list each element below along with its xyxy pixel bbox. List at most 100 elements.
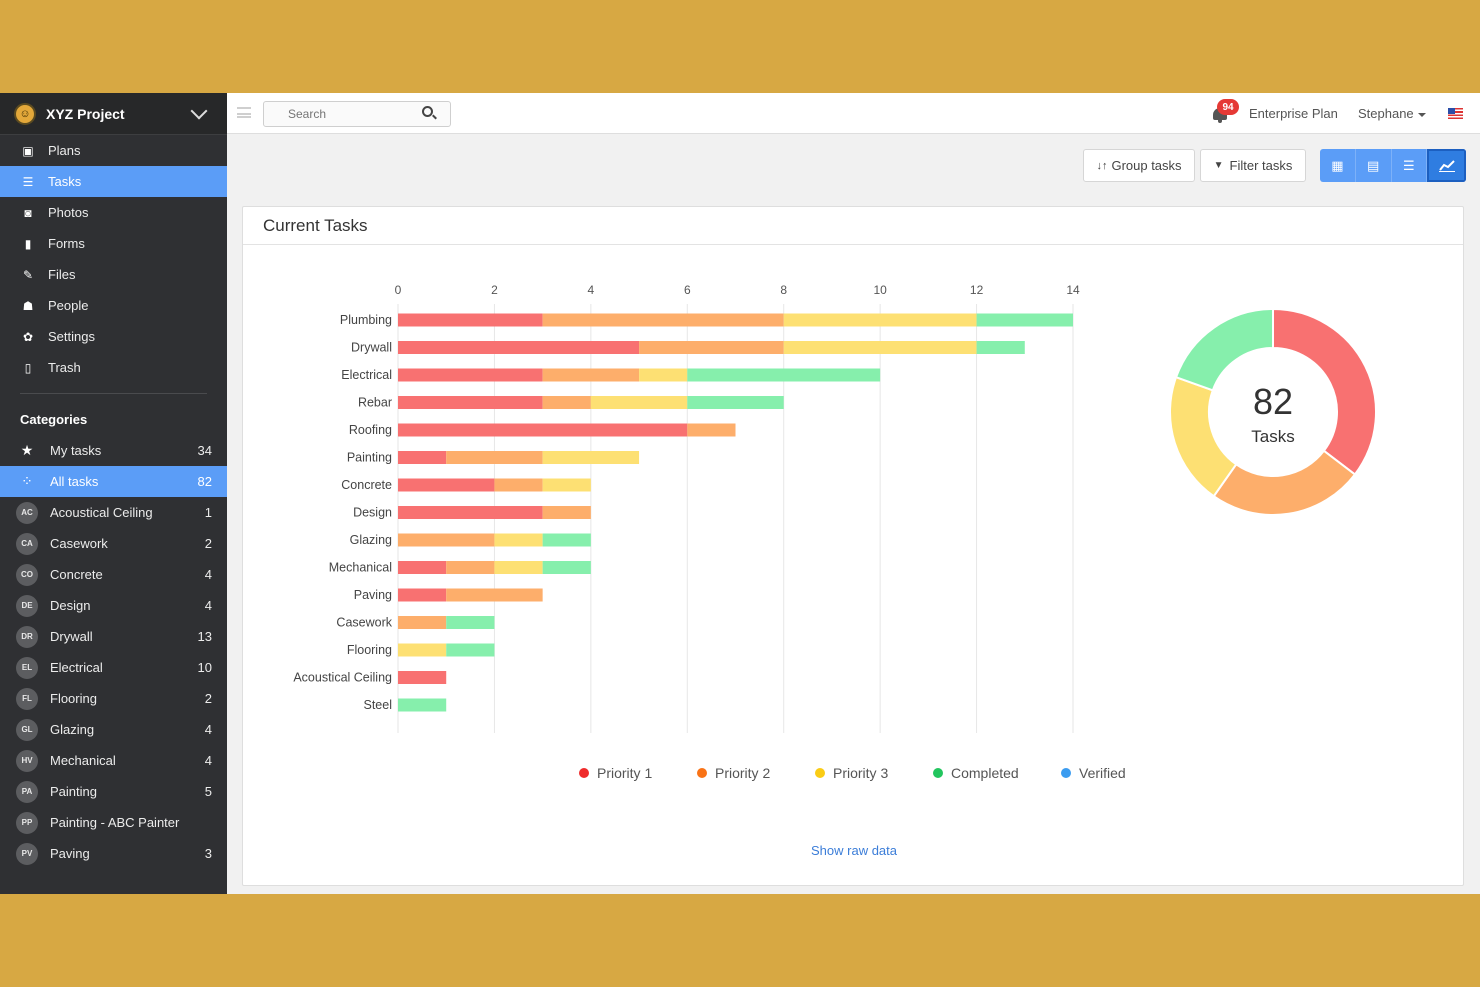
bar-segment [542,561,591,574]
category-item[interactable]: PP Painting - ABC Painter [0,807,227,838]
categories-list: ★ My tasks 34 ⁘ All tasks 82 AC Acoustical Ceil… [0,435,227,869]
donut-slice [1174,307,1274,392]
sidebar-item-forms[interactable]: ▮ Forms [0,228,227,259]
category-item[interactable]: ⁘ All tasks 82 [0,466,227,497]
category-count: 13 [197,629,212,644]
category-item[interactable]: CO Concrete 4 [0,559,227,590]
sidebar-item-people[interactable]: ☗ People [0,290,227,321]
bar-segment [446,451,543,464]
bar-segment [494,478,543,492]
grid-view-icon[interactable]: ▦ [1320,149,1356,182]
grid-icon: ⁘ [21,473,33,489]
category-count: 34 [197,443,212,458]
category-badge: CO [16,563,38,586]
show-raw-data-link[interactable]: Show raw data [811,843,897,858]
group-tasks-button[interactable]: ↓↑ Group tasks [1083,149,1195,182]
bar-segment [446,561,495,574]
bar-segment [398,396,543,409]
category-badge: FL [16,687,38,710]
legend-dot [579,768,589,778]
category-item[interactable]: FL Flooring 2 [0,683,227,714]
current-tasks-panel: Current Tasks 0 2 4 6 8 10 12 14 Plumbing Drywall… [242,206,1464,886]
category-label: Plumbing [340,313,392,327]
category-item[interactable]: AC Acoustical Ceiling 1 [0,497,227,528]
chevron-down-icon[interactable] [190,102,208,119]
group-tasks-label: Group tasks [1111,158,1182,173]
bar-segment [398,643,447,657]
plan-label[interactable]: Enterprise Plan [1249,106,1338,121]
bar-segment [398,478,495,492]
category-count: 4 [204,753,212,768]
caret-down-icon[interactable] [1418,113,1426,117]
bar-segment [446,588,543,602]
bar-segment [398,313,543,327]
sidebar-item-tasks[interactable]: ☰ Tasks [0,166,227,197]
donut-slice [1212,449,1357,516]
category-badge: DR [16,625,38,648]
category-label: Casework [336,616,392,630]
sidebar-divider [20,393,207,394]
category-item[interactable]: CA Casework 2 [0,528,227,559]
category-item[interactable]: HV Mechanical 4 [0,745,227,776]
sidebar-item-trash[interactable]: ▯ Trash [0,352,227,383]
category-badge: EL [16,656,38,679]
trash-icon: ▯ [24,360,32,375]
panel-title: Current Tasks [243,207,1463,245]
category-count: 10 [197,660,212,675]
sidebar-item-settings[interactable]: ✿ Settings [0,321,227,352]
sidebar-item-photos[interactable]: ◙ Photos [0,197,227,228]
sidebar-item-files[interactable]: ✎ Files [0,259,227,290]
notification-badge[interactable]: 94 [1217,99,1239,115]
category-label: Casework [50,536,108,551]
bar-segment [542,368,640,382]
project-logo-icon: ☺ [14,102,36,125]
category-label: Electrical [50,660,103,675]
search-input[interactable] [263,101,451,127]
category-item[interactable]: GL Glazing 4 [0,714,227,745]
bar-segment [398,533,495,547]
legend-label: Priority 3 [833,765,888,781]
category-item[interactable]: PA Painting 5 [0,776,227,807]
category-count: 5 [204,784,212,799]
category-count: 2 [204,536,212,551]
category-label: Roofing [349,423,392,437]
category-item[interactable]: DR Drywall 13 [0,621,227,652]
category-item[interactable]: DE Design 4 [0,590,227,621]
category-item[interactable]: ★ My tasks 34 [0,435,227,466]
category-label: Glazing [350,533,392,547]
sidebar-item-label: Forms [48,236,85,251]
sidebar-item-plans[interactable]: ▣ Plans [0,135,227,166]
categories-title: Categories [20,412,88,427]
category-label: Acoustical Ceiling [50,505,153,520]
bar-segment [446,643,495,657]
category-item[interactable]: EL Electrical 10 [0,652,227,683]
category-badge: PA [16,780,38,803]
calendar-view-icon[interactable]: ▤ [1355,149,1392,182]
search-icon[interactable] [422,106,433,117]
category-label: Acoustical Ceiling [293,671,392,685]
category-count: 2 [204,691,212,706]
category-label: Design [353,506,392,520]
category-count: 82 [197,474,212,489]
filter-tasks-button[interactable]: ▼ Filter tasks [1200,149,1306,182]
gantt-view-icon[interactable]: ☰ [1391,149,1428,182]
project-switcher[interactable]: ☺ XYZ Project [0,93,227,135]
bar-segment [976,313,1073,327]
category-badge: PP [16,811,38,834]
bar-segment [494,533,543,547]
legend-dot [815,768,825,778]
menu-icon[interactable] [237,107,251,118]
star-icon: ★ [20,442,34,458]
category-label: All tasks [50,474,99,489]
category-label: Rebar [358,396,392,410]
category-item[interactable]: PV Paving 3 [0,838,227,869]
user-menu[interactable]: Stephane [1358,106,1414,121]
category-label: Paving [354,588,392,602]
bar-segment [542,396,591,409]
us-flag-icon[interactable] [1448,108,1463,119]
bar-segment [687,368,881,382]
bar-segment [639,368,688,382]
bar-segment [446,616,495,629]
legend-label: Priority 2 [715,765,770,781]
chart-view-icon[interactable] [1427,149,1466,182]
